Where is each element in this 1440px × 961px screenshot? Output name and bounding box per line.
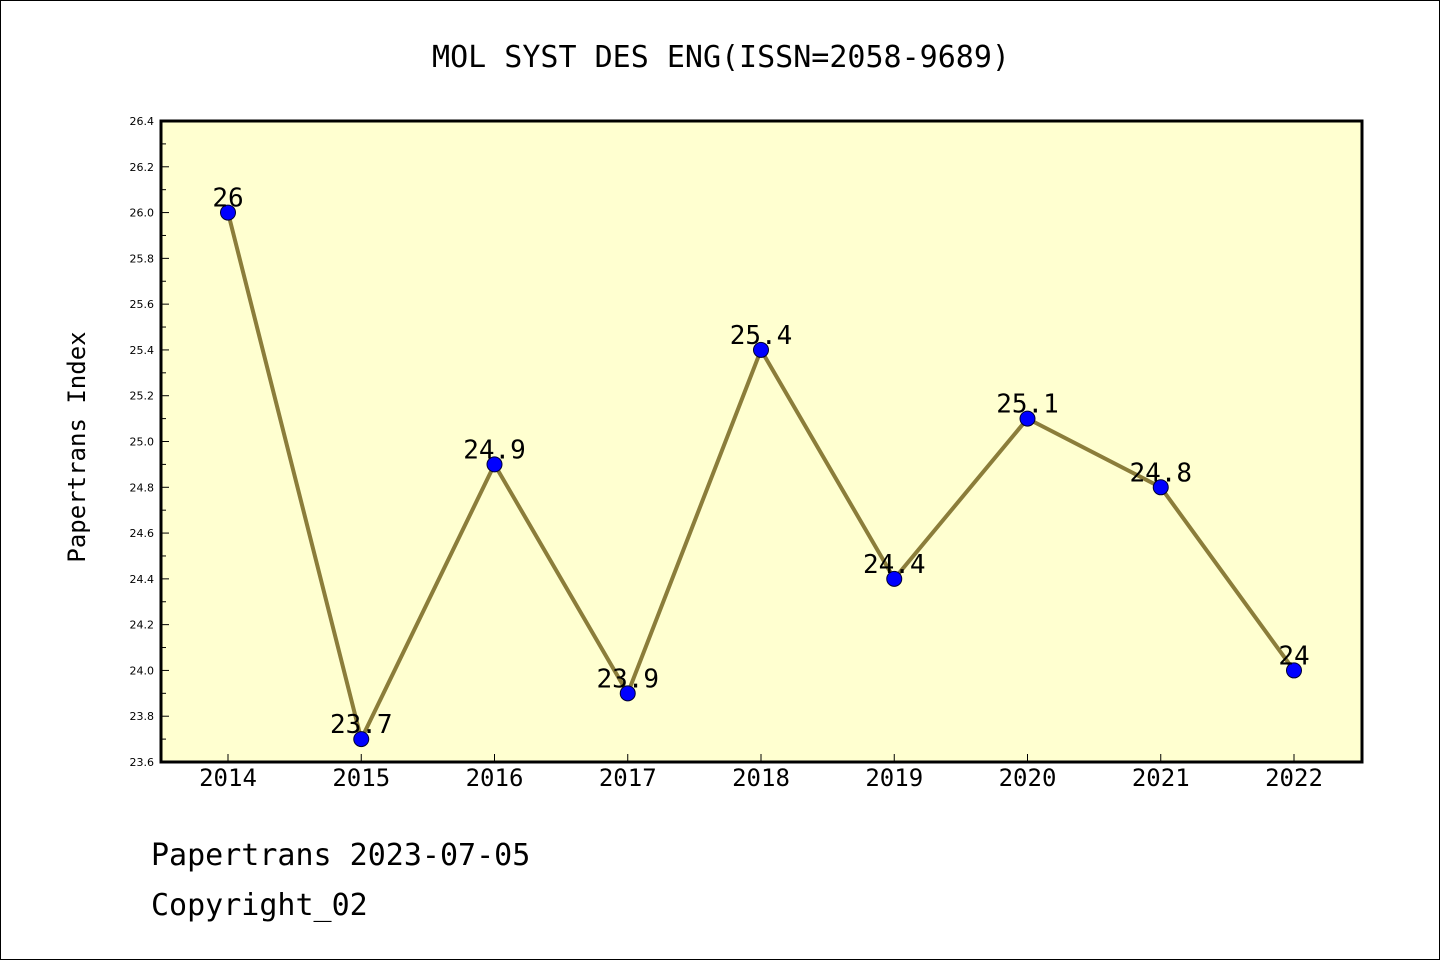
x-tick-label: 2018: [732, 764, 790, 792]
y-tick-label: 24.8: [130, 481, 155, 494]
y-tick-label: 26.0: [130, 207, 155, 220]
plot-area: [159, 119, 1364, 764]
x-tick-label: 2019: [865, 764, 923, 792]
data-label: 24.9: [463, 435, 526, 465]
data-point: [753, 341, 769, 358]
x-tick-label: 2016: [466, 764, 524, 792]
chart-title: MOL SYST DES ENG(ISSN=2058-9689): [432, 40, 1010, 75]
y-tick-label: 26.2: [130, 161, 155, 174]
x-tick-label: 2014: [199, 764, 257, 792]
data-point: [353, 731, 370, 748]
y-axis-label: Papertrans Index: [63, 331, 91, 562]
y-tick-label: 24.0: [130, 664, 155, 677]
y-tick-label: 25.2: [130, 390, 155, 403]
y-tick-label: 24.2: [130, 619, 155, 632]
x-tick-label: 2017: [599, 764, 657, 792]
data-point: [619, 685, 636, 702]
data-point: [1286, 662, 1302, 679]
data-label: 24: [1278, 641, 1309, 671]
y-tick-label: 23.8: [130, 710, 155, 723]
x-axis: 2014 2015 2016 2017 2018 2019 2020 2021 2022: [199, 754, 1323, 792]
y-tick-label: 25.6: [130, 298, 155, 311]
y-tick-label: 25.8: [130, 252, 155, 265]
footer-copyright: Copyright_02: [151, 888, 368, 923]
data-point: [886, 570, 903, 587]
footer-date: Papertrans 2023-07-05: [151, 838, 530, 873]
data-label: 23.7: [330, 710, 393, 740]
y-tick-label: 24.6: [130, 527, 155, 540]
data-label: 24.8: [1129, 458, 1192, 488]
y-axis: 23.6 23.8 24.0 24.2 24.4 24.6 24.8 25.0 25.2 25.4…: [130, 115, 169, 769]
x-tick-label: 2020: [999, 764, 1057, 792]
data-label: 23.9: [596, 664, 659, 694]
y-tick-label: 25.0: [130, 436, 155, 449]
data-label: 26: [212, 184, 243, 214]
data-label: 25.4: [730, 321, 793, 351]
data-labels: 26 23.7 24.9 23.9 25.4 24.4 25.1 24.8 24: [212, 184, 1309, 741]
data-point: [1019, 410, 1036, 427]
y-tick-label: 24.4: [130, 573, 155, 586]
y-tick-label: 26.4: [130, 115, 155, 128]
y-tick-label: 25.4: [130, 344, 155, 357]
data-label: 25.1: [996, 390, 1059, 420]
data-point: [1152, 479, 1169, 496]
data-label: 24.4: [863, 550, 926, 580]
x-tick-label: 2022: [1265, 764, 1323, 792]
data-points: [220, 204, 1302, 748]
data-point: [220, 204, 236, 221]
y-tick-label: 23.6: [130, 756, 155, 769]
x-tick-label: 2015: [332, 764, 390, 792]
data-point: [486, 456, 503, 473]
x-tick-label: 2021: [1132, 764, 1190, 792]
